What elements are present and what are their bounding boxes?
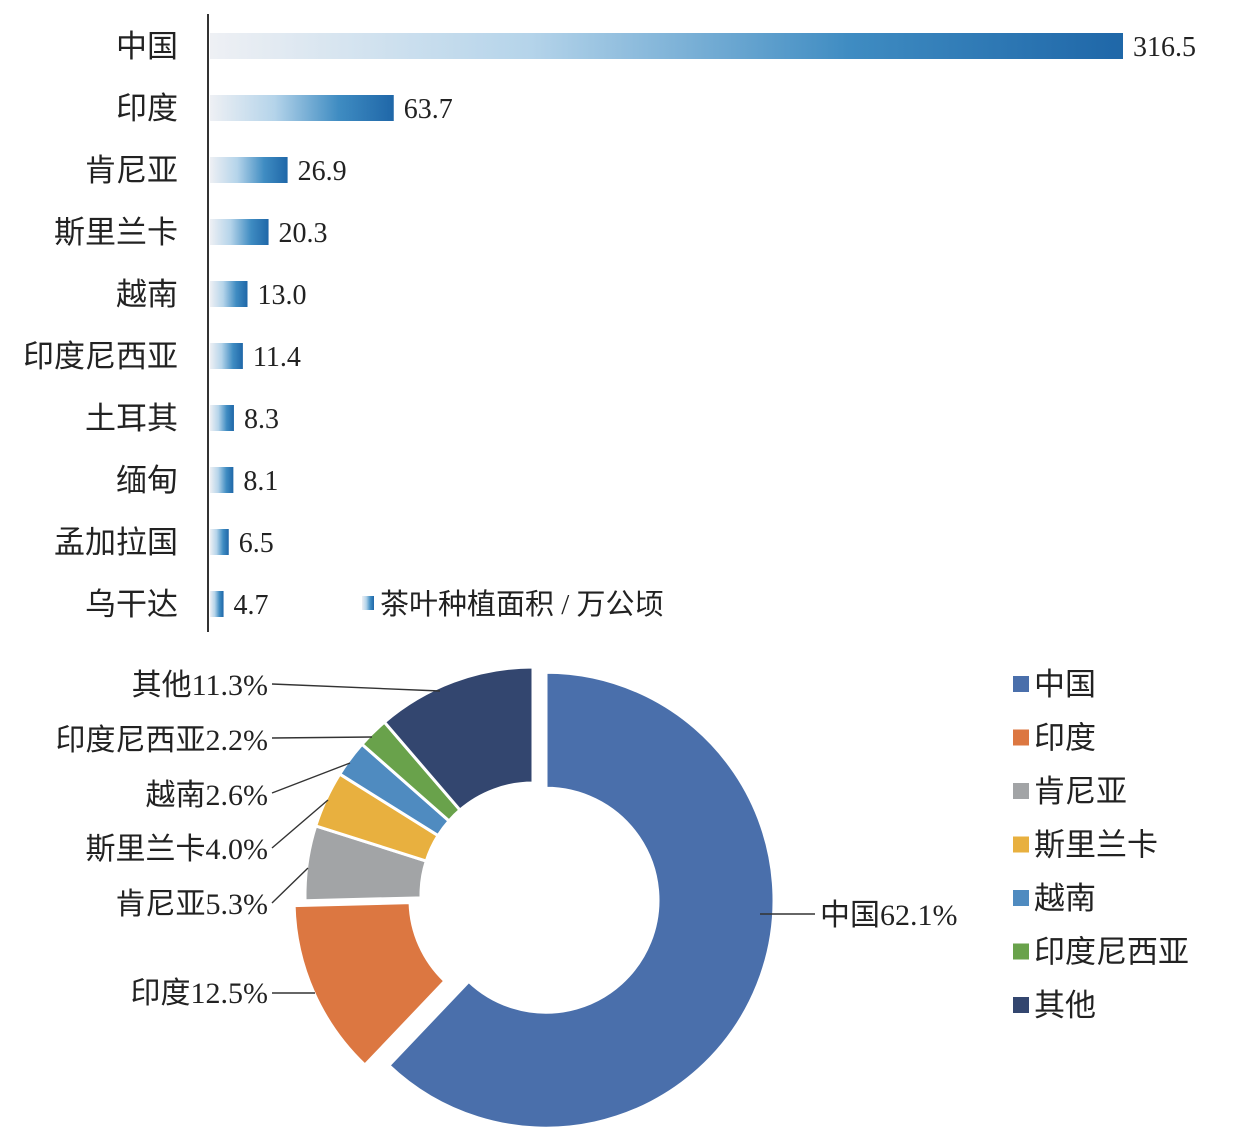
leader-line [271, 799, 329, 849]
bar-value-label: 63.7 [404, 94, 453, 125]
legend-label: 印度尼西亚 [1034, 935, 1189, 970]
legend-label: 越南 [1034, 881, 1096, 916]
bar [210, 219, 269, 245]
legend-swatch [1013, 729, 1029, 746]
donut-slice-label: 印度12.5% [131, 977, 269, 1010]
bar-value-label: 20.3 [279, 218, 328, 249]
donut-slice-label: 越南2.6% [146, 779, 269, 812]
bar [210, 157, 288, 183]
legend-label: 斯里兰卡 [1034, 828, 1158, 863]
leader-line [271, 762, 351, 794]
legend-swatch [1013, 943, 1029, 960]
bar-category-label: 印度 [116, 91, 178, 126]
legend-label: 肯尼亚 [1034, 774, 1127, 809]
bar-category-label: 土耳其 [85, 401, 178, 436]
bar-legend-swatch [362, 596, 374, 610]
leader-line [271, 683, 441, 692]
bar-category-label: 越南 [116, 277, 178, 312]
donut-slice [386, 670, 776, 1130]
donut-slice-label: 肯尼亚5.3% [116, 888, 269, 921]
donut-slice-label: 其他11.3% [132, 669, 268, 702]
bar [210, 343, 243, 369]
bar-category-label: 印度尼西亚 [23, 339, 178, 374]
leader-line [271, 867, 309, 904]
legend-swatch [1013, 890, 1029, 906]
bar-value-label: 8.1 [243, 466, 278, 497]
legend-label: 中国 [1034, 667, 1096, 702]
bar-value-label: 26.9 [298, 156, 347, 187]
legend-swatch [1013, 676, 1029, 692]
leader-line [271, 736, 373, 739]
bar-category-label: 斯里兰卡 [54, 215, 178, 250]
bar-value-label: 8.3 [244, 404, 279, 435]
bar-value-label: 316.5 [1133, 32, 1196, 63]
bar [210, 405, 234, 431]
bar-legend: 茶叶种植面积 / 万公顷 [362, 588, 664, 621]
bar-category-label: 中国 [116, 29, 178, 64]
bar [210, 33, 1123, 59]
legend-label: 印度 [1034, 721, 1096, 756]
bar-value-label: 13.0 [258, 280, 307, 311]
bar-value-label: 6.5 [239, 528, 274, 559]
bar [210, 281, 248, 307]
legend-label: 其他 [1034, 988, 1096, 1023]
bar-chart: 中国 316.5 印度 63.7 肯尼亚 26.9 斯里兰卡 20.3 越南 13.0 印度尼西亚 1… [23, 14, 1196, 632]
donut-slice-label: 中国62.1% [820, 899, 958, 932]
bar-category-label: 乌干达 [85, 587, 178, 622]
legend-swatch [1013, 783, 1029, 799]
donut-slice [292, 901, 447, 1068]
bar-category-label: 缅甸 [116, 463, 178, 498]
bar-category-label: 肯尼亚 [85, 153, 178, 188]
bar-value-label: 11.4 [253, 342, 301, 373]
donut-slice-label: 印度尼西亚2.2% [56, 724, 269, 757]
bar-legend-label: 茶叶种植面积 / 万公顷 [380, 588, 664, 621]
bar [210, 467, 234, 493]
legend-swatch [1013, 836, 1029, 853]
bar [210, 591, 224, 617]
donut-slice [382, 665, 535, 813]
donut-slice-label: 斯里兰卡4.0% [86, 833, 269, 866]
bar-value-label: 4.7 [234, 590, 269, 621]
bar-category-label: 孟加拉国 [54, 525, 178, 560]
donut-chart: 中国62.1% 印度12.5% 肯尼亚5.3% 斯里兰卡4.0% 越南2.6% 印度尼西亚… [56, 665, 1189, 1130]
bar [210, 95, 394, 121]
bar [210, 529, 229, 555]
legend-swatch [1013, 997, 1029, 1013]
